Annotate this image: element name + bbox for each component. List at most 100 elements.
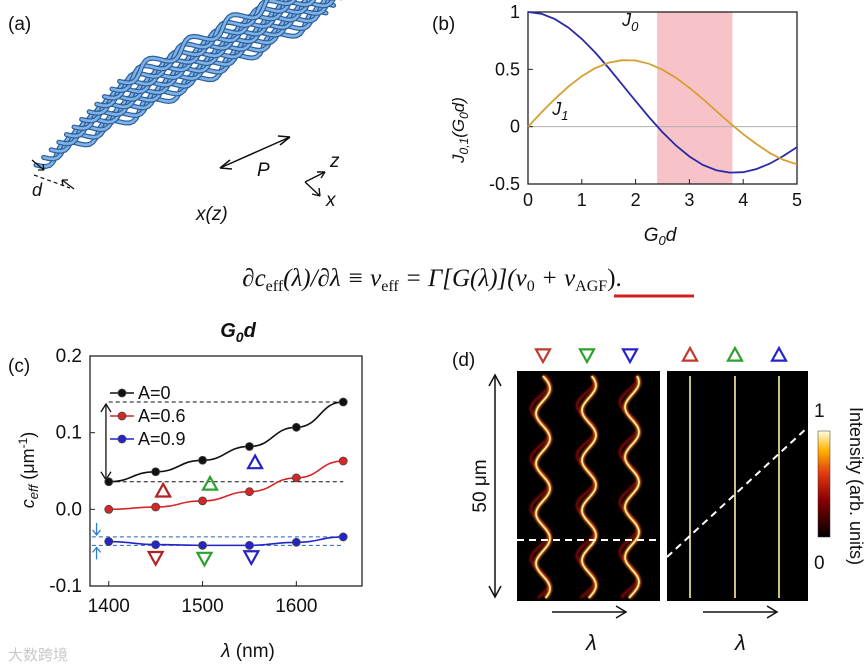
lambda-arrow-left-head xyxy=(615,605,628,619)
field-map-left xyxy=(517,371,660,601)
legend-sub: 0 xyxy=(631,19,639,34)
y-tick-label: 0.5 xyxy=(495,59,520,79)
series-line xyxy=(108,460,344,511)
data-point xyxy=(198,540,207,550)
watermark: 大数跨境 xyxy=(8,646,69,664)
triangle-marker xyxy=(154,481,173,498)
panel-a: (a) d P z x x(z) xyxy=(8,0,343,225)
x-tick-label: 1400 xyxy=(88,596,130,617)
x-axis-arrow xyxy=(304,181,321,197)
triangle-marker xyxy=(146,550,165,567)
data-point xyxy=(291,537,301,547)
c-y-axis-label: ceff (μm-1) xyxy=(16,432,41,509)
up-triangle xyxy=(770,345,788,362)
data-point xyxy=(151,502,161,512)
x-tick-label: 1600 xyxy=(275,596,317,617)
wire xyxy=(80,0,311,123)
trace-core xyxy=(581,375,597,599)
d-label: d xyxy=(32,180,43,200)
legend-main: J xyxy=(621,10,632,30)
data-point xyxy=(291,422,301,432)
data-point xyxy=(104,477,114,487)
field-traces xyxy=(529,374,781,600)
b-y-axis-label: J0,1(G0d) xyxy=(449,97,471,164)
wire xyxy=(87,0,315,115)
p-label: P xyxy=(257,160,270,181)
x-axis-label: x xyxy=(325,190,337,211)
x-tick-label: 0 xyxy=(523,190,533,210)
panel-b-label: (b) xyxy=(432,14,455,35)
z-axis-head xyxy=(317,171,326,179)
data-point xyxy=(245,442,254,451)
data-point xyxy=(291,473,301,483)
panel-d-label: (d) xyxy=(452,350,475,371)
data-point xyxy=(338,456,348,466)
colorbar xyxy=(817,430,831,538)
legend-label: A=0 xyxy=(138,383,171,403)
series-line xyxy=(108,536,344,547)
z-axis-arrow xyxy=(304,171,326,183)
down-triangle xyxy=(534,348,552,365)
panel-c-plot: 1400 1500 1600 -0.1 0.0 0.1 0.2 A=0 A=0.6 A=0.9 xyxy=(49,346,363,617)
field-map-right xyxy=(667,371,808,601)
lambda-label-right: λ xyxy=(734,630,746,655)
panel-a-label: (a) xyxy=(8,14,31,35)
data-point xyxy=(104,504,114,514)
y-tick-label: 0.0 xyxy=(56,499,82,520)
triangle-marker xyxy=(201,474,219,491)
trace-core xyxy=(624,375,640,599)
x-axis-head xyxy=(311,187,321,197)
data-point xyxy=(245,487,254,497)
xz-label: x(z) xyxy=(195,204,228,225)
series-J0 xyxy=(527,11,798,174)
scale-bar-heads xyxy=(488,373,502,599)
data-point xyxy=(198,455,207,465)
up-triangle xyxy=(726,345,744,362)
blue-arrow-down xyxy=(92,522,102,536)
scale-label: 50 μm xyxy=(470,459,491,512)
legend-marker xyxy=(117,411,127,421)
c-title: G0d xyxy=(220,320,256,345)
y-tick-label: 0.2 xyxy=(56,346,82,367)
d-arrow-left xyxy=(31,159,45,171)
data-point xyxy=(245,540,254,550)
period-arrow-heads xyxy=(219,135,291,170)
legend-marker xyxy=(117,388,127,398)
period-arrow xyxy=(219,136,291,169)
wire xyxy=(110,0,296,92)
wire xyxy=(103,0,292,100)
up-triangle xyxy=(681,345,699,362)
d-arrow-right xyxy=(61,179,75,190)
highlight-band xyxy=(657,12,733,184)
c-x-axis-label: λ (nm) xyxy=(220,641,275,662)
y-tick-label: -0.1 xyxy=(49,576,82,597)
colorbar-max: 1 xyxy=(814,401,825,422)
triangle-marker xyxy=(195,551,214,568)
x-tick-label: 2 xyxy=(631,190,641,210)
y-tick-label: 0.1 xyxy=(56,423,82,444)
panel-c: (c) G0d 1400 1500 1600 -0.1 0.0 0.1 0.2 A=0 A=0.… xyxy=(8,320,363,662)
legend-J1: J1 xyxy=(551,99,568,123)
data-point xyxy=(104,537,114,546)
data-point xyxy=(338,532,348,542)
data-point xyxy=(151,467,161,477)
triangle-marker xyxy=(246,453,264,470)
legend-J0: J0 xyxy=(621,10,639,34)
plot-frame xyxy=(89,355,363,587)
x-tick-label: 5 xyxy=(792,190,802,210)
legend-sub: 1 xyxy=(561,108,568,123)
legend-label: A=0.6 xyxy=(138,406,186,426)
data-point xyxy=(338,397,348,407)
z-label: z xyxy=(329,151,340,172)
wire xyxy=(42,2,335,161)
legend-marker xyxy=(117,434,127,444)
wavy-wire-grating xyxy=(33,0,343,170)
blue-arrow-up xyxy=(92,546,102,560)
wire xyxy=(95,0,288,108)
lambda-arrow-right-head xyxy=(766,605,779,619)
x-tick-label: 1 xyxy=(577,190,587,210)
x-tick-label: 4 xyxy=(738,190,748,210)
x-tick-label: 3 xyxy=(684,190,694,210)
